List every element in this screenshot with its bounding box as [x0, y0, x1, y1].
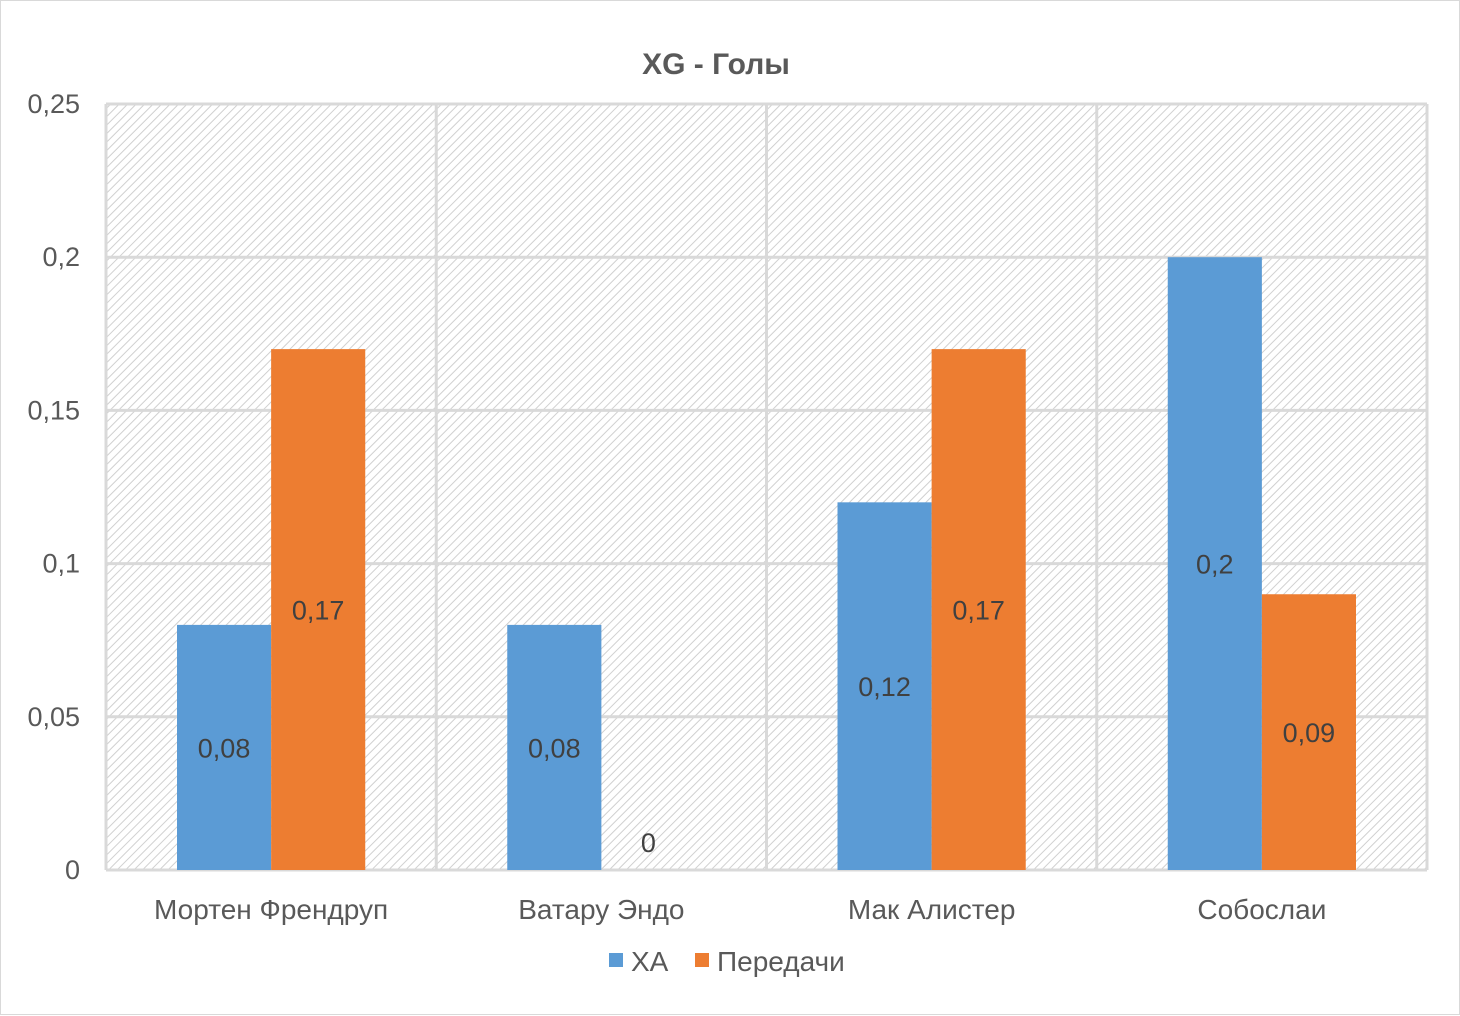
- chart-title: XG - Голы: [642, 48, 790, 81]
- data-label: 0,2: [1196, 550, 1234, 580]
- y-tick-label: 0,25: [27, 89, 80, 119]
- bar-peredachi: [1261, 594, 1356, 870]
- x-category-label: Собослаи: [1197, 894, 1326, 925]
- bar-xa: [1167, 257, 1262, 870]
- y-axis: 0 0,05 0,1 0,15 0,2 0,25: [27, 89, 80, 885]
- bar-xa: [177, 624, 272, 870]
- data-label: 0: [641, 828, 656, 858]
- x-axis: Мортен Френдруп Ватару Эндо Мак Алистер Соб…: [154, 894, 1326, 925]
- x-category-label: Мортен Френдруп: [154, 894, 388, 925]
- data-labels: 0,08 0,17 0,08 0 0,12 0,17 0,2 0,09: [198, 550, 1335, 858]
- data-label: 0,17: [952, 596, 1005, 626]
- bars: [177, 257, 1356, 870]
- bar-xa: [837, 502, 932, 870]
- bar-xa: [507, 624, 602, 870]
- x-category-label: Ватару Эндо: [518, 894, 684, 925]
- data-label: 0,08: [528, 733, 581, 763]
- data-label: 0,08: [198, 733, 251, 763]
- y-tick-label: 0,05: [27, 702, 80, 732]
- y-tick-label: 0,1: [42, 549, 80, 579]
- data-label: 0,09: [1283, 718, 1336, 748]
- x-category-label: Мак Алистер: [848, 894, 1016, 925]
- legend-label: XA: [631, 946, 669, 977]
- y-tick-label: 0: [65, 855, 80, 885]
- legend-label: Передачи: [717, 946, 845, 977]
- legend-swatch: [695, 953, 709, 967]
- bar-peredachi: [931, 349, 1026, 870]
- data-label: 0,12: [858, 672, 911, 702]
- bar-peredachi: [271, 349, 366, 870]
- legend-swatch: [609, 953, 623, 967]
- y-tick-label: 0,2: [42, 242, 80, 272]
- y-tick-label: 0,15: [27, 395, 80, 425]
- legend: XA Передачи: [609, 946, 845, 977]
- data-label: 0,17: [292, 596, 345, 626]
